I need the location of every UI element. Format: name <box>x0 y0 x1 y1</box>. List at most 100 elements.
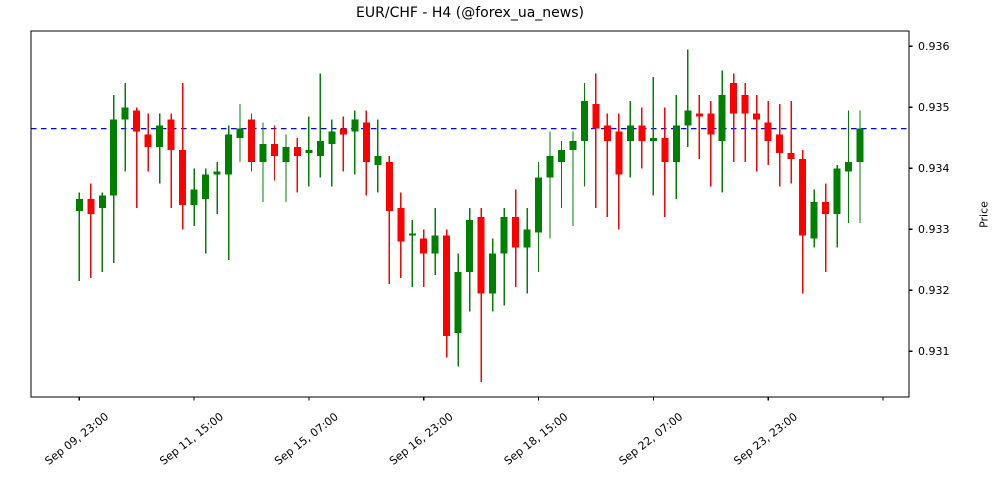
candle-body-down <box>822 201 830 214</box>
candle-wick-down <box>606 113 609 218</box>
candle-body-up <box>718 95 726 141</box>
candle-body-up <box>75 198 83 211</box>
candle-wick-down <box>698 95 700 160</box>
candle-body-up <box>316 140 324 157</box>
candle-body-up <box>236 128 244 138</box>
candle-body-up <box>282 146 290 163</box>
candle-body-down <box>753 113 761 120</box>
candle-wick-down <box>388 156 390 285</box>
candle-body-down <box>695 113 703 117</box>
candle-body-up <box>121 107 129 120</box>
candle-wick-down <box>90 183 92 279</box>
candle-wick-up <box>216 162 218 214</box>
x-tick-label: Sep 16, 23:00 <box>387 410 456 468</box>
candle-body-down <box>248 119 256 163</box>
candle-body-up <box>431 235 439 254</box>
candle-body-down <box>799 159 807 236</box>
candle-body-up <box>672 125 680 163</box>
candle-wick-down <box>824 183 827 272</box>
candle-body-up <box>845 162 853 172</box>
candle-body-down <box>362 122 370 163</box>
candle-body-down <box>741 95 749 114</box>
x-tick-label: Sep 11, 15:00 <box>157 410 226 468</box>
y-tick-label: 0.934 <box>918 162 950 175</box>
candle-wick-up <box>204 168 207 254</box>
candle-wick-up <box>331 119 333 187</box>
candle-body-down <box>661 137 669 163</box>
chart-title: EUR/CHF - H4 (@forex_ua_news) <box>356 5 584 21</box>
candle-body-up <box>454 271 462 333</box>
candle-wick-down <box>342 116 345 172</box>
candle-body-up <box>856 128 864 163</box>
candle-wick-up <box>526 207 528 294</box>
candle-body-up <box>558 149 565 163</box>
candle-body-up <box>546 156 554 178</box>
candle-body-down <box>603 125 611 141</box>
candle-body-up <box>684 110 692 126</box>
candle-wick-up <box>101 192 103 272</box>
y-tick-label: 0.936 <box>918 40 950 53</box>
candle-body-up <box>523 229 531 248</box>
y-tick-label: 0.932 <box>918 284 950 297</box>
candle-body-down <box>293 146 301 157</box>
candle-body-up <box>408 233 416 236</box>
candle-body-up <box>98 195 106 208</box>
candle-wick-up <box>652 76 655 196</box>
candle-wick-up <box>411 220 413 288</box>
candle-wick-down <box>480 207 482 382</box>
candle-body-up <box>328 131 336 144</box>
candle-body-up <box>156 125 164 147</box>
candle-wick-up <box>560 140 563 208</box>
candle-body-up <box>569 140 577 150</box>
candle-body-up <box>626 125 634 141</box>
candle-body-down <box>730 82 738 114</box>
candle-wick-up <box>319 73 322 178</box>
candle-wick-up <box>285 134 287 202</box>
candle-body-down <box>512 217 520 248</box>
y-tick-label: 0.935 <box>918 101 950 114</box>
candle-wick-up <box>503 207 505 306</box>
y-axis-title: Price <box>977 201 991 228</box>
candle-body-up <box>580 101 588 141</box>
candle-wick-up <box>78 192 80 282</box>
candle-body-up <box>259 143 267 163</box>
candle-wick-down <box>136 107 138 208</box>
candle-wick-down <box>423 229 425 288</box>
candle-body-up <box>305 149 313 153</box>
candle-body-down <box>179 149 187 205</box>
y-tick-label: 0.931 <box>918 345 950 358</box>
x-tick-label: Sep 22, 07:00 <box>617 410 686 468</box>
candle-wick-down <box>170 113 172 208</box>
candle-body-down <box>764 122 772 141</box>
candle-body-up <box>649 137 657 141</box>
candle-body-up <box>202 174 210 199</box>
candle-body-up <box>466 220 474 272</box>
plot-frame <box>30 30 910 398</box>
candle-body-down <box>385 162 393 211</box>
candle-wick-down <box>710 101 712 187</box>
candle-body-down <box>420 238 428 254</box>
candle-wick-up <box>124 82 126 172</box>
candle-body-down <box>787 153 795 160</box>
x-tick-label: Sep 18, 15:00 <box>502 410 571 468</box>
candle-body-down <box>87 198 95 214</box>
candle-wick-up <box>687 49 689 147</box>
x-tick-label: Sep 15, 07:00 <box>272 410 341 468</box>
candle-body-down <box>638 125 646 141</box>
candle-wick-down <box>755 95 758 172</box>
candle-body-up <box>225 134 233 175</box>
candle-body-down <box>167 119 175 150</box>
candle-body-down <box>133 110 141 132</box>
candle-body-up <box>500 217 508 254</box>
candle-wick-up <box>158 113 161 184</box>
candle-body-up <box>535 177 543 233</box>
candle-wick-down <box>595 73 597 208</box>
candle-wick-up <box>549 131 551 239</box>
candle-body-down <box>477 217 485 294</box>
candle-body-down <box>615 131 623 175</box>
x-tick-label: Sep 09, 23:00 <box>43 410 112 468</box>
candle-wick-down <box>733 73 735 163</box>
candle-body-down <box>776 134 784 153</box>
